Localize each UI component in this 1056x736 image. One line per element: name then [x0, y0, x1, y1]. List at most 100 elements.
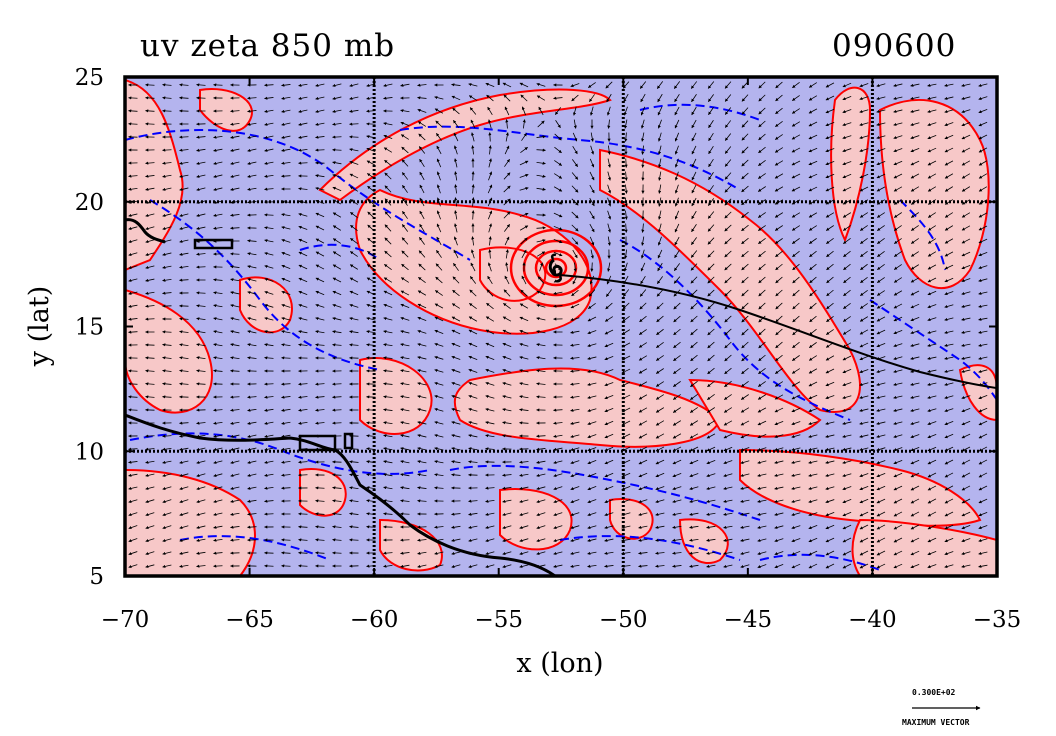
vector-legend-value: 0.300E+02: [912, 688, 956, 697]
wind-vector: [349, 538, 359, 542]
wind-vector: [196, 161, 206, 165]
wind-vector: [162, 213, 172, 217]
wind-vector: [179, 83, 189, 87]
wind-vector: [775, 250, 783, 258]
wind-vector: [791, 134, 801, 140]
wind-vector: [505, 132, 509, 142]
wind-vector: [792, 81, 800, 89]
wind-vector: [436, 210, 441, 220]
wind-vector: [332, 408, 342, 412]
wind-vector: [910, 238, 919, 244]
wind-vector: [402, 184, 408, 193]
wind-vector: [842, 109, 852, 114]
wind-vector: [587, 82, 596, 88]
wind-vector: [876, 135, 886, 140]
wind-vector: [536, 239, 546, 243]
wind-vector: [401, 172, 409, 180]
wind-vector: [128, 408, 138, 412]
wind-vector: [434, 96, 444, 100]
wind-vector: [691, 119, 697, 129]
wind-vector: [978, 252, 988, 257]
wind-vector: [419, 184, 425, 194]
wind-vector: [910, 186, 920, 192]
wind-vector: [842, 161, 852, 166]
wind-vector: [332, 122, 342, 126]
wind-vector: [944, 109, 954, 114]
wind-vector: [454, 158, 458, 168]
wind-vector: [315, 109, 325, 113]
wind-vector: [384, 172, 392, 180]
wind-vector: [453, 236, 458, 246]
wind-vector: [589, 197, 595, 207]
wind-vector: [674, 223, 680, 233]
wind-vector: [825, 135, 835, 140]
wind-vector: [708, 132, 714, 142]
wind-vector: [436, 145, 442, 155]
wind-vector: [774, 225, 783, 231]
wind-vector: [536, 82, 546, 87]
wind-vector: [571, 237, 579, 245]
wind-vector: [519, 160, 529, 166]
wind-vector: [417, 96, 427, 100]
wind-vector: [658, 171, 662, 181]
wind-vector: [196, 187, 206, 191]
wind-vector: [741, 250, 749, 258]
wind-vector: [554, 160, 563, 166]
wind-vector: [213, 83, 223, 87]
wind-vector: [485, 82, 495, 87]
wind-vector: [944, 186, 954, 192]
wind-vector: [281, 109, 291, 113]
wind-vector: [332, 251, 342, 257]
wind-vector: [196, 213, 206, 217]
wind-vector: [247, 96, 257, 100]
wind-vector: [145, 265, 155, 269]
wind-vector: [724, 211, 732, 219]
wind-vector: [859, 96, 869, 101]
wind-vector: [791, 160, 801, 166]
wind-vector: [128, 122, 138, 126]
wind-vector: [893, 225, 902, 231]
wind-vector: [417, 121, 427, 127]
wind-vector: [384, 185, 392, 193]
wind-vector: [536, 161, 546, 165]
wind-vector: [624, 171, 628, 181]
wind-vector: [384, 250, 392, 258]
wind-vector: [859, 173, 869, 179]
wind-vector: [893, 109, 903, 113]
wind-vector: [927, 212, 936, 218]
wind-vector: [145, 252, 155, 256]
positive-vorticity-regions: [125, 78, 997, 576]
wind-vector: [607, 171, 611, 181]
wind-vector: [658, 210, 662, 220]
wind-vector: [944, 96, 954, 100]
wind-vector: [590, 132, 594, 142]
wind-vector: [436, 223, 442, 233]
wind-vector: [674, 236, 680, 246]
wind-vector: [843, 250, 851, 258]
wind-vector: [179, 239, 189, 243]
wind-vector: [332, 109, 342, 113]
wind-vector: [436, 133, 442, 141]
wind-vector: [640, 106, 646, 116]
wind-vector: [400, 512, 410, 516]
wind-vector: [708, 94, 714, 102]
wind-vector: [961, 212, 971, 218]
wind-vector: [825, 212, 835, 218]
wind-vector: [775, 107, 783, 115]
wind-vector: [487, 184, 493, 194]
wind-vector: [128, 213, 138, 217]
wind-vector: [213, 135, 223, 139]
wind-vector: [503, 198, 511, 206]
wind-vector: [607, 210, 612, 220]
wind-vector: [315, 225, 325, 231]
wind-vector: [264, 174, 274, 178]
wind-vector: [401, 146, 409, 154]
wind-vector: [944, 160, 954, 166]
wind-vector: [503, 172, 511, 180]
wind-vector: [623, 93, 629, 103]
wind-vector: [453, 262, 459, 271]
wind-vector: [944, 173, 954, 179]
wind-vector: [876, 122, 886, 126]
wind-vector: [213, 122, 223, 126]
wind-vector: [128, 265, 138, 270]
